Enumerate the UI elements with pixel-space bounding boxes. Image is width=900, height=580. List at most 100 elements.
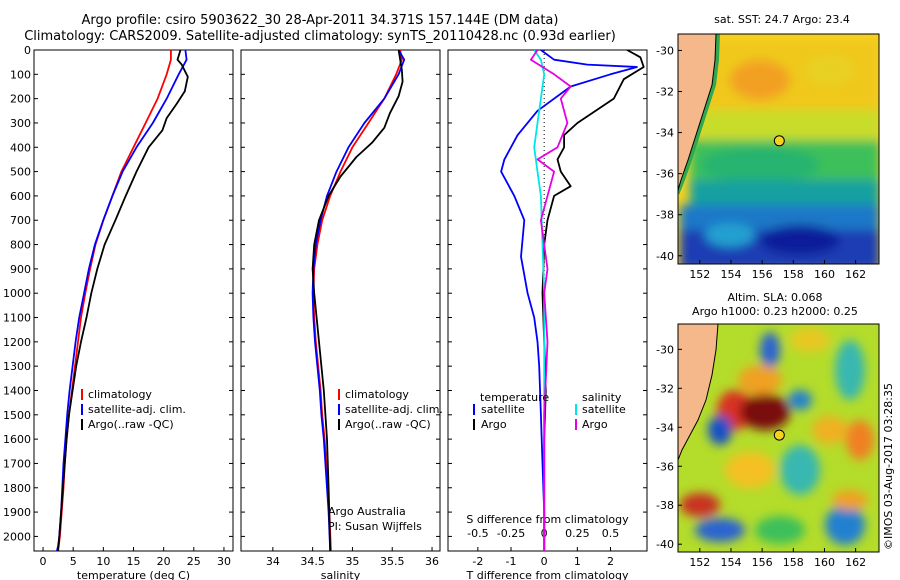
legend-title: temperature bbox=[480, 391, 549, 404]
legend-label: climatology bbox=[345, 388, 409, 401]
y-tick-label: 1800 bbox=[3, 482, 31, 495]
x-tick-label: 20 bbox=[157, 555, 171, 568]
legend-label: Argo(..raw -QC) bbox=[88, 418, 174, 431]
y-tick-label: 700 bbox=[10, 214, 31, 227]
legend-label: Argo(..raw -QC) bbox=[345, 418, 431, 431]
legend-label: Argo bbox=[481, 418, 507, 431]
land-mass bbox=[678, 34, 716, 190]
x-axis-label: T difference from climatology bbox=[466, 569, 629, 580]
y-tick-label: 1400 bbox=[3, 384, 31, 397]
x-tick-label: 0 bbox=[40, 555, 47, 568]
map-frame bbox=[677, 33, 880, 265]
map-x-tick-label: 158 bbox=[783, 268, 804, 281]
sst-map: sat. SST: 24.7 Argo: 23.4 152 154 156 158 16… bbox=[656, 13, 880, 281]
x-tick-label: 0 bbox=[541, 555, 548, 568]
series-line-temperature-argo bbox=[541, 50, 645, 551]
x-tick-label: 25 bbox=[187, 555, 201, 568]
y-tick-label: 1900 bbox=[3, 506, 31, 519]
map-x-tick-label: 152 bbox=[689, 556, 710, 569]
series-line-salinity-satellite bbox=[533, 50, 546, 551]
x-tick-label: 36 bbox=[425, 555, 439, 568]
series-line-satellite-adj-clim- bbox=[311, 50, 406, 551]
map-x-tick-label: 154 bbox=[720, 268, 741, 281]
y-tick-label: 300 bbox=[10, 117, 31, 130]
sst-field bbox=[680, 40, 879, 264]
map-y-tick-label: -38 bbox=[656, 499, 674, 512]
y-tick-label: 1200 bbox=[3, 336, 31, 349]
y-tick-label: 400 bbox=[10, 141, 31, 154]
map-y-tick-label: -38 bbox=[656, 209, 674, 222]
legend-label: satellite-adj. clim. bbox=[345, 403, 443, 416]
plot-frame bbox=[240, 49, 441, 552]
sla-field bbox=[680, 328, 874, 545]
map-y-tick-label: -32 bbox=[656, 382, 674, 395]
y-tick-label: 800 bbox=[10, 239, 31, 252]
credit-text: ©IMOS 03-Aug-2017 03:28:35 bbox=[882, 383, 895, 550]
x-tick-label: 35.5 bbox=[380, 555, 405, 568]
map-y-tick-label: -32 bbox=[656, 86, 674, 99]
plot-frame bbox=[447, 49, 648, 552]
annotation: Argo Australia bbox=[328, 505, 406, 518]
map-y-tick-label: -34 bbox=[656, 421, 674, 434]
y-tick-label: 100 bbox=[10, 68, 31, 81]
y-tick-label: 600 bbox=[10, 190, 31, 203]
map-y-tick-label: -30 bbox=[656, 343, 674, 356]
legend-title: salinity bbox=[582, 391, 622, 404]
series-line-climatology bbox=[56, 50, 172, 551]
y-tick-label: 1700 bbox=[3, 457, 31, 470]
argo-position-marker bbox=[773, 429, 785, 441]
salinity-panel: 34 34.5 35 35.5 36 salinity climatology satelli… bbox=[240, 49, 443, 580]
map-y-tick-label: -36 bbox=[656, 460, 674, 473]
coastline bbox=[678, 324, 719, 461]
map-x-tick-label: 162 bbox=[845, 268, 866, 281]
annotation: PI: Susan Wijffels bbox=[328, 520, 422, 533]
x-tick-label: 34 bbox=[266, 555, 280, 568]
series-group bbox=[56, 50, 189, 551]
map-x-tick-label: 162 bbox=[845, 556, 866, 569]
x-tick-label: 2 bbox=[607, 555, 614, 568]
map-y-tick-label: -30 bbox=[656, 44, 674, 57]
y-tick-label: 1500 bbox=[3, 409, 31, 422]
sla-map: Altim. SLA: 0.068 Argo h1000: 0.23 h2000… bbox=[656, 291, 880, 569]
legend-label: satellite bbox=[481, 403, 525, 416]
x-tick-label: 5 bbox=[70, 555, 77, 568]
s-tick-label: -0.5 bbox=[467, 527, 488, 540]
map-title-line-2: Argo h1000: 0.23 h2000: 0.25 bbox=[692, 305, 858, 318]
x-tick-label: 1 bbox=[574, 555, 581, 568]
y-tick-label: 1100 bbox=[3, 312, 31, 325]
map-x-tick-label: 156 bbox=[752, 268, 773, 281]
s-tick-label: 0.25 bbox=[565, 527, 590, 540]
x-tick-label: 34.5 bbox=[300, 555, 325, 568]
x-tick-label: 35 bbox=[345, 555, 359, 568]
legend-label: satellite bbox=[582, 403, 626, 416]
map-y-tick-label: -40 bbox=[656, 538, 674, 551]
y-tick-label: 1600 bbox=[3, 433, 31, 446]
x-axis-label: salinity bbox=[321, 569, 361, 580]
argo-position-marker bbox=[773, 135, 785, 147]
chart-title-line-2: Climatology: CARS2009. Satellite-adjuste… bbox=[24, 29, 616, 44]
series-line-argo-raw-qc- bbox=[57, 50, 189, 551]
y-tick-label: 500 bbox=[10, 166, 31, 179]
series-line-argo-raw-qc- bbox=[311, 50, 404, 551]
legend-label: satellite-adj. clim. bbox=[88, 403, 186, 416]
x-axis-label: temperature (deg C) bbox=[77, 569, 190, 580]
map-x-tick-label: 160 bbox=[814, 268, 835, 281]
series-line-satellite-adj-clim- bbox=[56, 50, 188, 551]
legend-label: climatology bbox=[88, 388, 152, 401]
map-x-tick-label: 160 bbox=[814, 556, 835, 569]
x-tick-label: -1 bbox=[506, 555, 517, 568]
y-tick-label: 0 bbox=[24, 44, 31, 57]
series-group bbox=[311, 50, 406, 551]
map-x-tick-label: 156 bbox=[752, 556, 773, 569]
chart-title-line-1: Argo profile: csiro 5903622_30 28-Apr-20… bbox=[81, 13, 559, 28]
map-y-tick-label: -34 bbox=[656, 127, 674, 140]
map-y-tick-label: -40 bbox=[656, 250, 674, 263]
land-mass bbox=[678, 324, 718, 460]
y-tick-label: 900 bbox=[10, 263, 31, 276]
difference-panel: -2 -1 0 1 2-0.5 -0.25 0 0.25 0.5S difference fro… bbox=[447, 49, 648, 580]
s-tick-label: -0.25 bbox=[497, 527, 525, 540]
legend-label: Argo bbox=[582, 418, 608, 431]
map-y-tick-label: -36 bbox=[656, 168, 674, 181]
map-x-tick-label: 152 bbox=[689, 268, 710, 281]
